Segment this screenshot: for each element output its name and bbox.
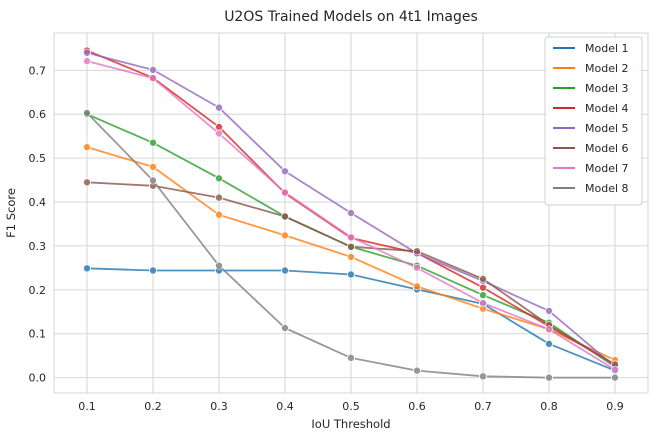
y-axis-label: F1 Score (4, 188, 18, 238)
x-tick-label: 0.2 (144, 400, 162, 413)
data-point (545, 306, 554, 315)
legend-label: Model 2 (585, 62, 629, 75)
data-point (478, 372, 487, 381)
legend-label: Model 4 (585, 102, 629, 115)
data-point (148, 266, 157, 275)
data-point (280, 324, 289, 333)
data-point (478, 283, 487, 292)
y-tick-label: 0.0 (29, 372, 47, 385)
data-point (214, 210, 223, 219)
data-point (545, 339, 554, 348)
legend-label: Model 8 (585, 182, 629, 195)
data-point (214, 129, 223, 138)
legend-label: Model 5 (585, 122, 629, 135)
series-8 (83, 108, 620, 382)
data-point (83, 57, 92, 66)
data-point (412, 263, 421, 272)
data-point (611, 365, 620, 374)
series-7 (83, 57, 620, 374)
data-point (214, 122, 223, 131)
chart-title: U2OS Trained Models on 4t1 Images (224, 9, 478, 25)
x-tick-labels: 0.1 0.2 0.3 0.4 0.5 0.6 0.7 0.8 0.9 (78, 400, 624, 413)
data-point (148, 138, 157, 147)
x-tick-label: 0.6 (408, 400, 426, 413)
y-tick-labels: 0.0 0.1 0.2 0.3 0.4 0.5 0.6 0.7 (29, 64, 47, 384)
data-point (83, 178, 92, 187)
data-point (148, 74, 157, 83)
legend-label: Model 6 (585, 142, 629, 155)
data-point (83, 48, 92, 57)
legend-label: Model 7 (585, 162, 629, 175)
data-point (478, 291, 487, 300)
data-point (83, 264, 92, 273)
x-axis-label: IoU Threshold (311, 417, 390, 431)
data-point (280, 212, 289, 221)
y-tick-label: 0.1 (29, 328, 47, 341)
data-point (346, 208, 355, 217)
data-point (83, 143, 92, 152)
x-tick-label: 0.5 (342, 400, 360, 413)
data-point (412, 247, 421, 256)
data-point (545, 325, 554, 334)
data-point (214, 193, 223, 202)
data-point (611, 373, 620, 382)
y-tick-label: 0.2 (29, 284, 47, 297)
data-point (346, 270, 355, 279)
legend-frame (544, 36, 643, 206)
data-point (412, 282, 421, 291)
x-tick-label: 0.1 (78, 400, 96, 413)
data-point (214, 174, 223, 183)
y-tick-label: 0.6 (29, 108, 47, 121)
data-point (148, 162, 157, 171)
data-point (280, 167, 289, 176)
data-point (346, 233, 355, 242)
legend: Model 1 Model 2 Model 3 Model 4 Model 5 Model… (544, 36, 643, 206)
data-point (545, 373, 554, 382)
x-tick-label: 0.9 (606, 400, 624, 413)
series-layer (83, 46, 620, 382)
y-tick-label: 0.5 (29, 152, 47, 165)
data-point (148, 176, 157, 185)
data-point (478, 274, 487, 283)
data-point (280, 188, 289, 197)
y-tick-label: 0.3 (29, 240, 47, 253)
data-point (214, 261, 223, 270)
data-point (83, 108, 92, 117)
x-tick-label: 0.4 (276, 400, 294, 413)
data-point (214, 103, 223, 112)
data-point (412, 366, 421, 375)
data-point (280, 266, 289, 275)
data-point (346, 353, 355, 362)
y-tick-label: 0.7 (29, 64, 47, 77)
data-point (148, 65, 157, 74)
x-tick-label: 0.8 (540, 400, 558, 413)
data-point (280, 231, 289, 240)
legend-label: Model 3 (585, 82, 629, 95)
legend-label: Model 1 (585, 42, 629, 55)
y-tick-label: 0.4 (29, 196, 47, 209)
x-tick-label: 0.3 (210, 400, 228, 413)
series-5 (83, 48, 620, 371)
data-point (346, 252, 355, 261)
data-point (346, 242, 355, 251)
data-point (478, 298, 487, 307)
x-tick-label: 0.7 (474, 400, 492, 413)
